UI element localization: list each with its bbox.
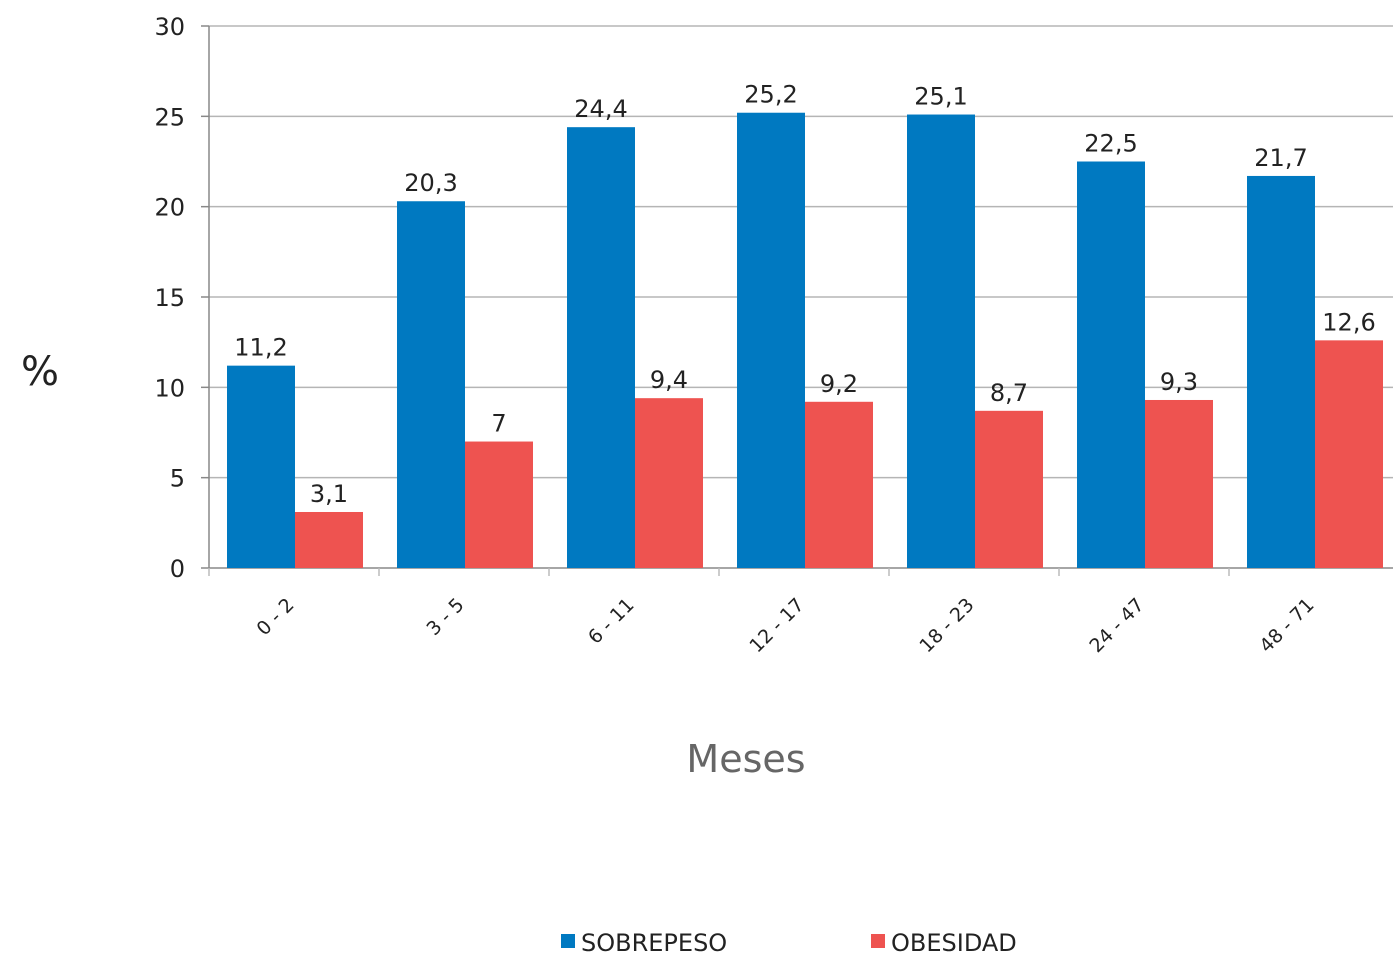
y-tick-label-15: 15 bbox=[154, 284, 185, 312]
y-tick-label-25: 25 bbox=[154, 103, 185, 131]
bar-sobrepeso-4 bbox=[907, 114, 975, 568]
data-label-sobrepeso-0: 11,2 bbox=[234, 334, 287, 362]
bar-obesidad-1 bbox=[465, 441, 533, 568]
data-label-sobrepeso-4: 25,1 bbox=[914, 83, 967, 111]
data-labels: 11,2 3,1 20,3 7 24,4 9,4 25,2 9,2 25,1 8,7 22,5 9,3… bbox=[234, 81, 1375, 508]
data-label-sobrepeso-6: 21,7 bbox=[1254, 144, 1307, 172]
data-label-sobrepeso-1: 20,3 bbox=[404, 169, 457, 197]
y-axis-label: % bbox=[21, 349, 59, 395]
data-label-obesidad-0: 3,1 bbox=[310, 480, 348, 508]
x-tick-label-6: 48 - 71 bbox=[1255, 594, 1318, 657]
x-tick-label-2: 6 - 11 bbox=[584, 594, 639, 649]
bar-obesidad-4 bbox=[975, 410, 1043, 568]
y-tick-label-10: 10 bbox=[154, 374, 185, 402]
y-tick-label-5: 5 bbox=[170, 465, 185, 493]
x-axis-label: Meses bbox=[686, 737, 805, 781]
y-tick-label-30: 30 bbox=[154, 13, 185, 41]
y-tick-label-20: 20 bbox=[154, 194, 185, 222]
bar-sobrepeso-0 bbox=[227, 365, 295, 568]
bar-obesidad-5 bbox=[1145, 399, 1213, 568]
bar-sobrepeso-5 bbox=[1077, 161, 1145, 568]
x-tick-labels: 0 - 2 3 - 5 6 - 11 12 - 17 18 - 23 24 - 47 48 … bbox=[252, 594, 1318, 657]
data-label-obesidad-6: 12,6 bbox=[1322, 308, 1375, 336]
data-label-obesidad-2: 9,4 bbox=[650, 366, 688, 394]
bar-obesidad-0 bbox=[295, 511, 363, 568]
x-tick-label-0: 0 - 2 bbox=[252, 594, 298, 640]
y-tick-label-0: 0 bbox=[170, 555, 185, 583]
legend-label-sobrepeso: SOBREPESO bbox=[581, 929, 727, 955]
bar-obesidad-3 bbox=[805, 401, 873, 568]
bar-obesidad-6 bbox=[1315, 340, 1383, 568]
bar-sobrepeso-1 bbox=[397, 201, 465, 568]
data-label-sobrepeso-3: 25,2 bbox=[744, 81, 797, 109]
data-label-obesidad-3: 9,2 bbox=[820, 370, 858, 398]
x-tick-label-5: 24 - 47 bbox=[1085, 594, 1148, 657]
bar-sobrepeso-3 bbox=[737, 112, 805, 568]
bars bbox=[227, 112, 1383, 568]
y-tick-labels: 0 5 10 15 20 25 30 bbox=[154, 13, 185, 583]
bar-sobrepeso-6 bbox=[1247, 175, 1315, 568]
bar-obesidad-2 bbox=[635, 398, 703, 568]
legend-swatch-obesidad bbox=[871, 934, 885, 948]
data-label-sobrepeso-5: 22,5 bbox=[1084, 130, 1137, 158]
x-tick-label-3: 12 - 17 bbox=[745, 594, 808, 657]
legend-swatch-sobrepeso bbox=[561, 934, 575, 948]
legend-label-obesidad: OBESIDAD bbox=[891, 929, 1017, 955]
data-label-obesidad-4: 8,7 bbox=[990, 379, 1028, 407]
data-label-obesidad-5: 9,3 bbox=[1160, 368, 1198, 396]
x-tick-label-4: 18 - 23 bbox=[915, 594, 978, 657]
legend: SOBREPESO OBESIDAD bbox=[561, 929, 1017, 955]
x-tick-label-1: 3 - 5 bbox=[422, 594, 468, 640]
bar-sobrepeso-2 bbox=[567, 127, 635, 568]
data-label-obesidad-1: 7 bbox=[491, 410, 506, 438]
data-label-sobrepeso-2: 24,4 bbox=[574, 95, 627, 123]
